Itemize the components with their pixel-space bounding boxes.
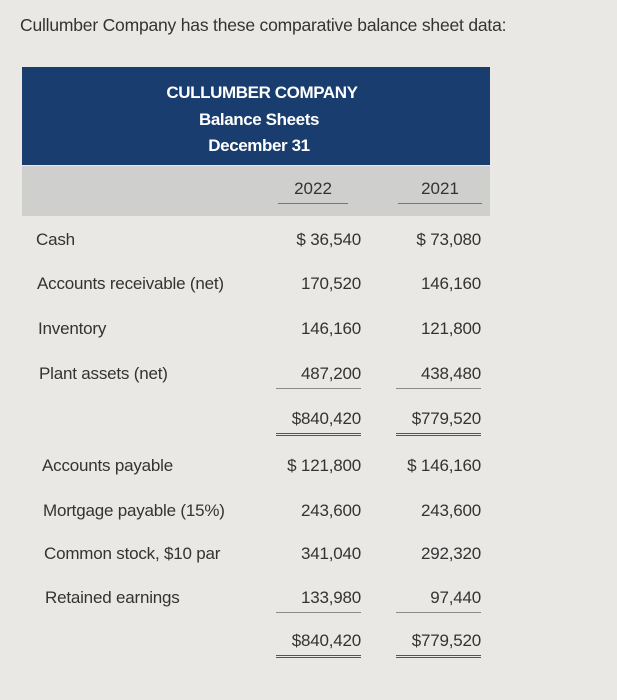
value-2022: 341,040 <box>300 544 361 563</box>
total-liabilities-equity-row: $840,420 $779,520 <box>0 627 617 658</box>
column-header-2022: 2022 <box>278 179 348 204</box>
total-2021: $779,520 <box>396 631 481 658</box>
total-assets-row: $840,420 $779,520 <box>0 405 617 436</box>
value-2021: 146,160 <box>420 274 481 293</box>
value-2021: $ 146,160 <box>407 456 481 475</box>
row-label: Mortgage payable (15%) <box>43 501 225 520</box>
table-row: Plant assets (net) 487,200 438,480 <box>0 360 617 390</box>
value-2022: 487,200 <box>276 364 361 389</box>
row-label: Cash <box>36 230 75 249</box>
statement-title: Balance Sheets <box>198 109 320 129</box>
row-label: Retained earnings <box>45 588 180 607</box>
table-row: Inventory 146,160 121,800 <box>0 315 617 345</box>
statement-header: CULLUMBER COMPANY Balance Sheets Decembe… <box>22 67 490 165</box>
table-row: Accounts receivable (net) 170,520 146,16… <box>0 270 617 300</box>
table-row: Common stock, $10 par 341,040 292,320 <box>0 540 617 570</box>
value-2022: 170,520 <box>300 274 361 293</box>
table-row: Cash $ 36,540 $ 73,080 <box>0 226 617 256</box>
table-row: Retained earnings 133,980 97,440 <box>0 584 617 614</box>
row-label: Inventory <box>38 319 107 338</box>
intro-text: Cullumber Company has these comparative … <box>20 15 507 35</box>
value-2022: 133,980 <box>276 588 361 613</box>
column-header-2021: 2021 <box>398 179 482 204</box>
value-2021: 121,800 <box>420 319 481 338</box>
table-row: Mortgage payable (15%) 243,600 243,600 <box>0 497 617 527</box>
value-2022: 243,600 <box>300 501 361 520</box>
value-2022: 146,160 <box>300 319 361 338</box>
row-label: Common stock, $10 par <box>44 544 221 563</box>
value-2021: 438,480 <box>396 364 481 389</box>
value-2022: $ 36,540 <box>296 230 361 249</box>
value-2022: $ 121,800 <box>287 456 361 475</box>
company-name: CULLUMBER COMPANY <box>166 83 358 102</box>
total-2021: $779,520 <box>396 409 481 436</box>
value-2021: 97,440 <box>396 588 481 613</box>
value-2021: 243,600 <box>420 501 481 520</box>
column-header-row: 2022 2021 <box>22 166 490 216</box>
total-2022: $840,420 <box>276 631 361 658</box>
value-2021: $ 73,080 <box>416 230 481 249</box>
row-label: Accounts payable <box>42 456 173 475</box>
total-2022: $840,420 <box>276 409 361 436</box>
value-2021: 292,320 <box>420 544 481 563</box>
row-label: Accounts receivable (net) <box>37 274 224 293</box>
table-row: Accounts payable $ 121,800 $ 146,160 <box>0 452 617 482</box>
row-label: Plant assets (net) <box>39 364 168 383</box>
statement-date: December 31 <box>208 136 310 155</box>
